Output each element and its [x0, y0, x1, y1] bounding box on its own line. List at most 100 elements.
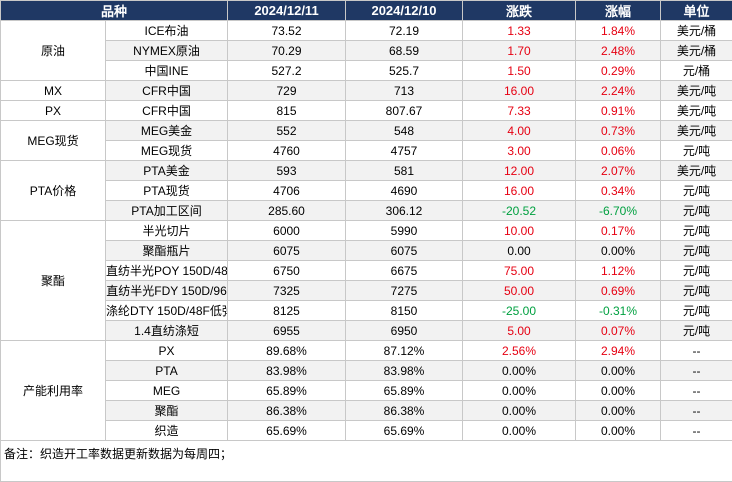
group-cell: MX — [1, 81, 106, 101]
header-cell: 品种 — [1, 1, 228, 21]
cell: 16.00 — [463, 81, 576, 101]
cell: 65.69% — [346, 421, 463, 441]
cell: 2.24% — [576, 81, 661, 101]
cell: 593 — [228, 161, 346, 181]
cell: -0.31% — [576, 301, 661, 321]
cell: 0.34% — [576, 181, 661, 201]
cell: 6950 — [346, 321, 463, 341]
cell: 1.12% — [576, 261, 661, 281]
cell: 5.00 — [463, 321, 576, 341]
cell: 美元/吨 — [661, 161, 732, 181]
cell: 8150 — [346, 301, 463, 321]
cell: -6.70% — [576, 201, 661, 221]
cell: 6675 — [346, 261, 463, 281]
cell: 直纺半光FDY 150D/96 — [106, 281, 228, 301]
group-cell: PTA价格 — [1, 161, 106, 221]
cell: -- — [661, 401, 732, 421]
cell: 0.29% — [576, 61, 661, 81]
cell: 86.38% — [228, 401, 346, 421]
cell: CFR中国 — [106, 81, 228, 101]
cell: 美元/吨 — [661, 81, 732, 101]
cell: 0.17% — [576, 221, 661, 241]
cell: 2.94% — [576, 341, 661, 361]
cell: 0.73% — [576, 121, 661, 141]
cell: 83.98% — [346, 361, 463, 381]
cell: 16.00 — [463, 181, 576, 201]
cell: MEG现货 — [106, 141, 228, 161]
cell: 元/桶 — [661, 61, 732, 81]
note-row: 备注：织造开工率数据更新数据为每周四； — [1, 441, 732, 482]
cell: 4757 — [346, 141, 463, 161]
cell: 581 — [346, 161, 463, 181]
cell: MEG美金 — [106, 121, 228, 141]
cell: 0.00% — [463, 421, 576, 441]
cell: 75.00 — [463, 261, 576, 281]
header-cell: 单位 — [661, 1, 732, 21]
cell: 2.48% — [576, 41, 661, 61]
group-cell: PX — [1, 101, 106, 121]
cell: 86.38% — [346, 401, 463, 421]
cell: 2.56% — [463, 341, 576, 361]
cell: -- — [661, 421, 732, 441]
cell: PX — [106, 341, 228, 361]
cell: 285.60 — [228, 201, 346, 221]
cell: 713 — [346, 81, 463, 101]
cell: 6000 — [228, 221, 346, 241]
cell: 中国INE — [106, 61, 228, 81]
cell: 1.50 — [463, 61, 576, 81]
cell: 525.7 — [346, 61, 463, 81]
cell: -25.00 — [463, 301, 576, 321]
cell: 0.06% — [576, 141, 661, 161]
cell: 聚酯瓶片 — [106, 241, 228, 261]
cell: 12.00 — [463, 161, 576, 181]
cell: 6075 — [346, 241, 463, 261]
cell: 6955 — [228, 321, 346, 341]
cell: 10.00 — [463, 221, 576, 241]
cell: 美元/吨 — [661, 101, 732, 121]
cell: PTA现货 — [106, 181, 228, 201]
cell: 1.4直纺涤短 — [106, 321, 228, 341]
cell: 5990 — [346, 221, 463, 241]
cell: 65.69% — [228, 421, 346, 441]
cell: 元/吨 — [661, 221, 732, 241]
cell: 87.12% — [346, 341, 463, 361]
cell: 0.00% — [463, 401, 576, 421]
cell: 1.84% — [576, 21, 661, 41]
cell: 4760 — [228, 141, 346, 161]
cell: 0.07% — [576, 321, 661, 341]
header-cell: 涨幅 — [576, 1, 661, 21]
note: 备注：织造开工率数据更新数据为每周四； — [1, 441, 732, 482]
cell: 3.00 — [463, 141, 576, 161]
cell: 0.00% — [576, 361, 661, 381]
cell: 半光切片 — [106, 221, 228, 241]
cell: -- — [661, 361, 732, 381]
cell: 7275 — [346, 281, 463, 301]
cell: 7.33 — [463, 101, 576, 121]
cell: 1.70 — [463, 41, 576, 61]
cell: 美元/桶 — [661, 41, 732, 61]
cell: 68.59 — [346, 41, 463, 61]
cell: 50.00 — [463, 281, 576, 301]
cell: 1.33 — [463, 21, 576, 41]
header-cell: 2024/12/10 — [346, 1, 463, 21]
group-cell: 聚酯 — [1, 221, 106, 341]
group-cell: 产能利用率 — [1, 341, 106, 441]
cell: 2.07% — [576, 161, 661, 181]
cell: 0.91% — [576, 101, 661, 121]
cell: 元/吨 — [661, 241, 732, 261]
